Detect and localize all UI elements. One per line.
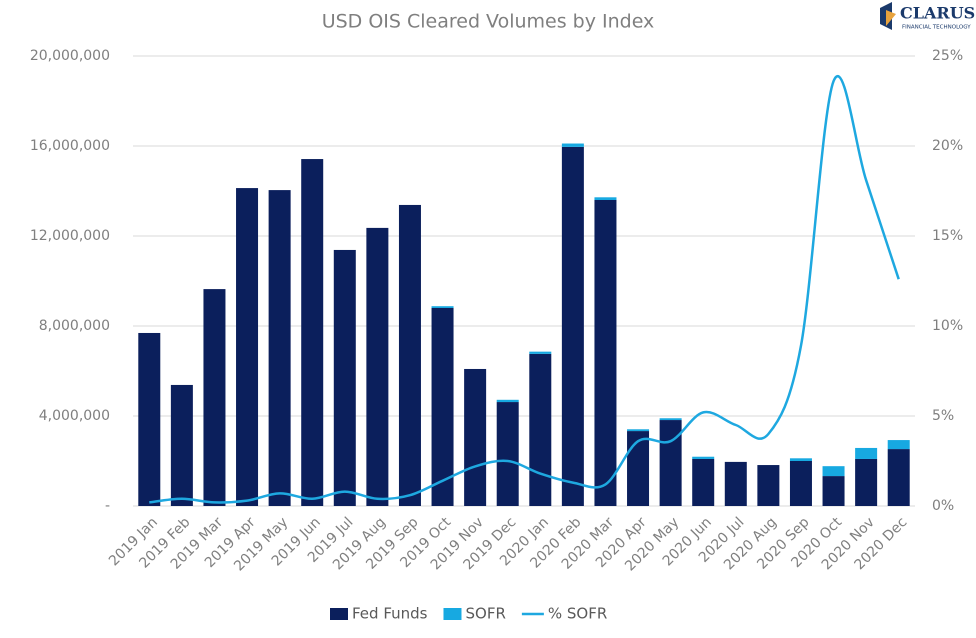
line bbox=[149, 75, 900, 504]
bar bbox=[236, 188, 259, 506]
bar bbox=[789, 458, 812, 461]
bar bbox=[366, 227, 389, 506]
bar bbox=[659, 420, 682, 506]
y-tick-label: 12,000,000 bbox=[30, 228, 110, 244]
bar bbox=[431, 306, 454, 308]
y-tick-label: 20,000,000 bbox=[30, 48, 110, 64]
logo-icon bbox=[886, 10, 896, 26]
bar bbox=[855, 458, 878, 506]
bar bbox=[627, 431, 650, 506]
bar bbox=[496, 402, 519, 506]
bar bbox=[659, 418, 682, 421]
legend-swatch bbox=[443, 608, 462, 620]
bar bbox=[594, 197, 617, 200]
bar bbox=[268, 190, 291, 506]
legend-swatch bbox=[330, 608, 348, 620]
legend-label: SOFR bbox=[465, 605, 505, 623]
legend-label: Fed Funds bbox=[352, 605, 428, 623]
bar bbox=[789, 461, 812, 506]
y-tick-label: - bbox=[105, 498, 110, 514]
bar bbox=[561, 143, 584, 147]
bar bbox=[692, 456, 715, 459]
bar bbox=[887, 440, 910, 450]
y-tick-label: 4,000,000 bbox=[39, 408, 110, 424]
brand-name: CLARUS bbox=[900, 4, 975, 23]
bar bbox=[724, 461, 747, 506]
y2-tick-label: 10% bbox=[932, 318, 963, 334]
y2-tick-label: 15% bbox=[932, 228, 963, 244]
bar bbox=[464, 368, 487, 506]
bar bbox=[757, 465, 780, 506]
y2-tick-label: 5% bbox=[932, 408, 954, 424]
y2-tick-label: 25% bbox=[932, 48, 963, 64]
bar bbox=[203, 289, 226, 506]
bar bbox=[398, 204, 421, 506]
bar bbox=[887, 449, 910, 506]
bar bbox=[822, 476, 845, 506]
legend-label: % SOFR bbox=[548, 605, 607, 623]
bar bbox=[170, 384, 193, 506]
bar bbox=[855, 447, 878, 459]
chart-title: USD OIS Cleared Volumes by Index bbox=[322, 11, 655, 33]
bar bbox=[138, 332, 161, 506]
y-tick-label: 8,000,000 bbox=[39, 318, 110, 334]
bar bbox=[496, 399, 519, 403]
bar bbox=[594, 200, 617, 506]
bar bbox=[529, 351, 552, 354]
bar bbox=[822, 466, 845, 477]
bar bbox=[333, 249, 356, 506]
bar bbox=[627, 429, 650, 432]
brand-logo: CLARUS FINANCIAL TECHNOLOGY bbox=[880, 2, 975, 31]
brand-tagline: FINANCIAL TECHNOLOGY bbox=[902, 25, 971, 31]
y2-tick-label: 20% bbox=[932, 138, 963, 154]
bar bbox=[561, 146, 584, 506]
y-tick-label: 16,000,000 bbox=[30, 138, 110, 154]
bar bbox=[529, 353, 552, 506]
y2-tick-label: 0% bbox=[932, 498, 954, 514]
bar bbox=[301, 159, 324, 507]
bar bbox=[431, 308, 454, 506]
bar bbox=[692, 458, 715, 506]
